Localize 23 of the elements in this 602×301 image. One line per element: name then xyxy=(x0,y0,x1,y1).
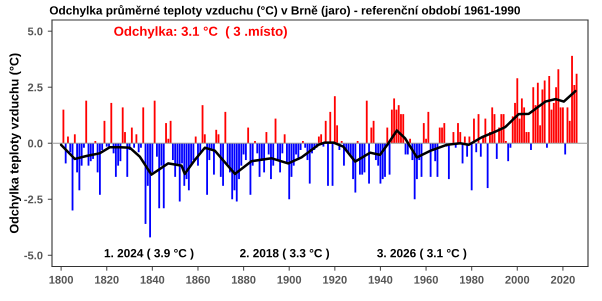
y-tick-label: 2.5 xyxy=(28,83,43,92)
chart-title: Odchylka průměrné teploty vzduchu (°C) v Brně (jaro) - referenční období 1961-1990 xyxy=(50,4,520,17)
x-tick-label: 1860 xyxy=(186,276,210,284)
annotation: 3. 2026 ( 3.1 °C ) xyxy=(377,248,466,260)
x-tick-label: 1900 xyxy=(278,276,302,284)
x-tick-label: 1960 xyxy=(414,276,438,284)
x-tick-label: 1840 xyxy=(140,276,164,284)
x-tick-label: 1880 xyxy=(232,276,256,284)
y-tick-label: 5.0 xyxy=(28,27,43,36)
x-tick-label: 1920 xyxy=(323,276,347,284)
y-tick-label: 0.0 xyxy=(28,140,43,148)
x-tick-label: 1940 xyxy=(368,276,392,284)
x-tick-label: 1800 xyxy=(49,276,74,284)
x-tick-label: 1820 xyxy=(95,276,119,284)
y-tick-label: -2.5 xyxy=(24,196,43,204)
annotation: Odchylka: 3.1 °C ( 3 .místo) xyxy=(114,26,287,39)
annotation: 1. 2024 ( 3.9 °C ) xyxy=(104,248,194,260)
x-tick-label: 2020 xyxy=(550,276,575,284)
x-tick-label: 2000 xyxy=(505,276,530,284)
y-tick-label: -5.0 xyxy=(24,252,43,260)
x-tick-label: 1980 xyxy=(460,276,484,284)
annotation: 2. 2018 ( 3.3 °C ) xyxy=(240,248,330,260)
y-axis-title: Odchylka teploty vzduchu (°C) xyxy=(9,54,22,234)
